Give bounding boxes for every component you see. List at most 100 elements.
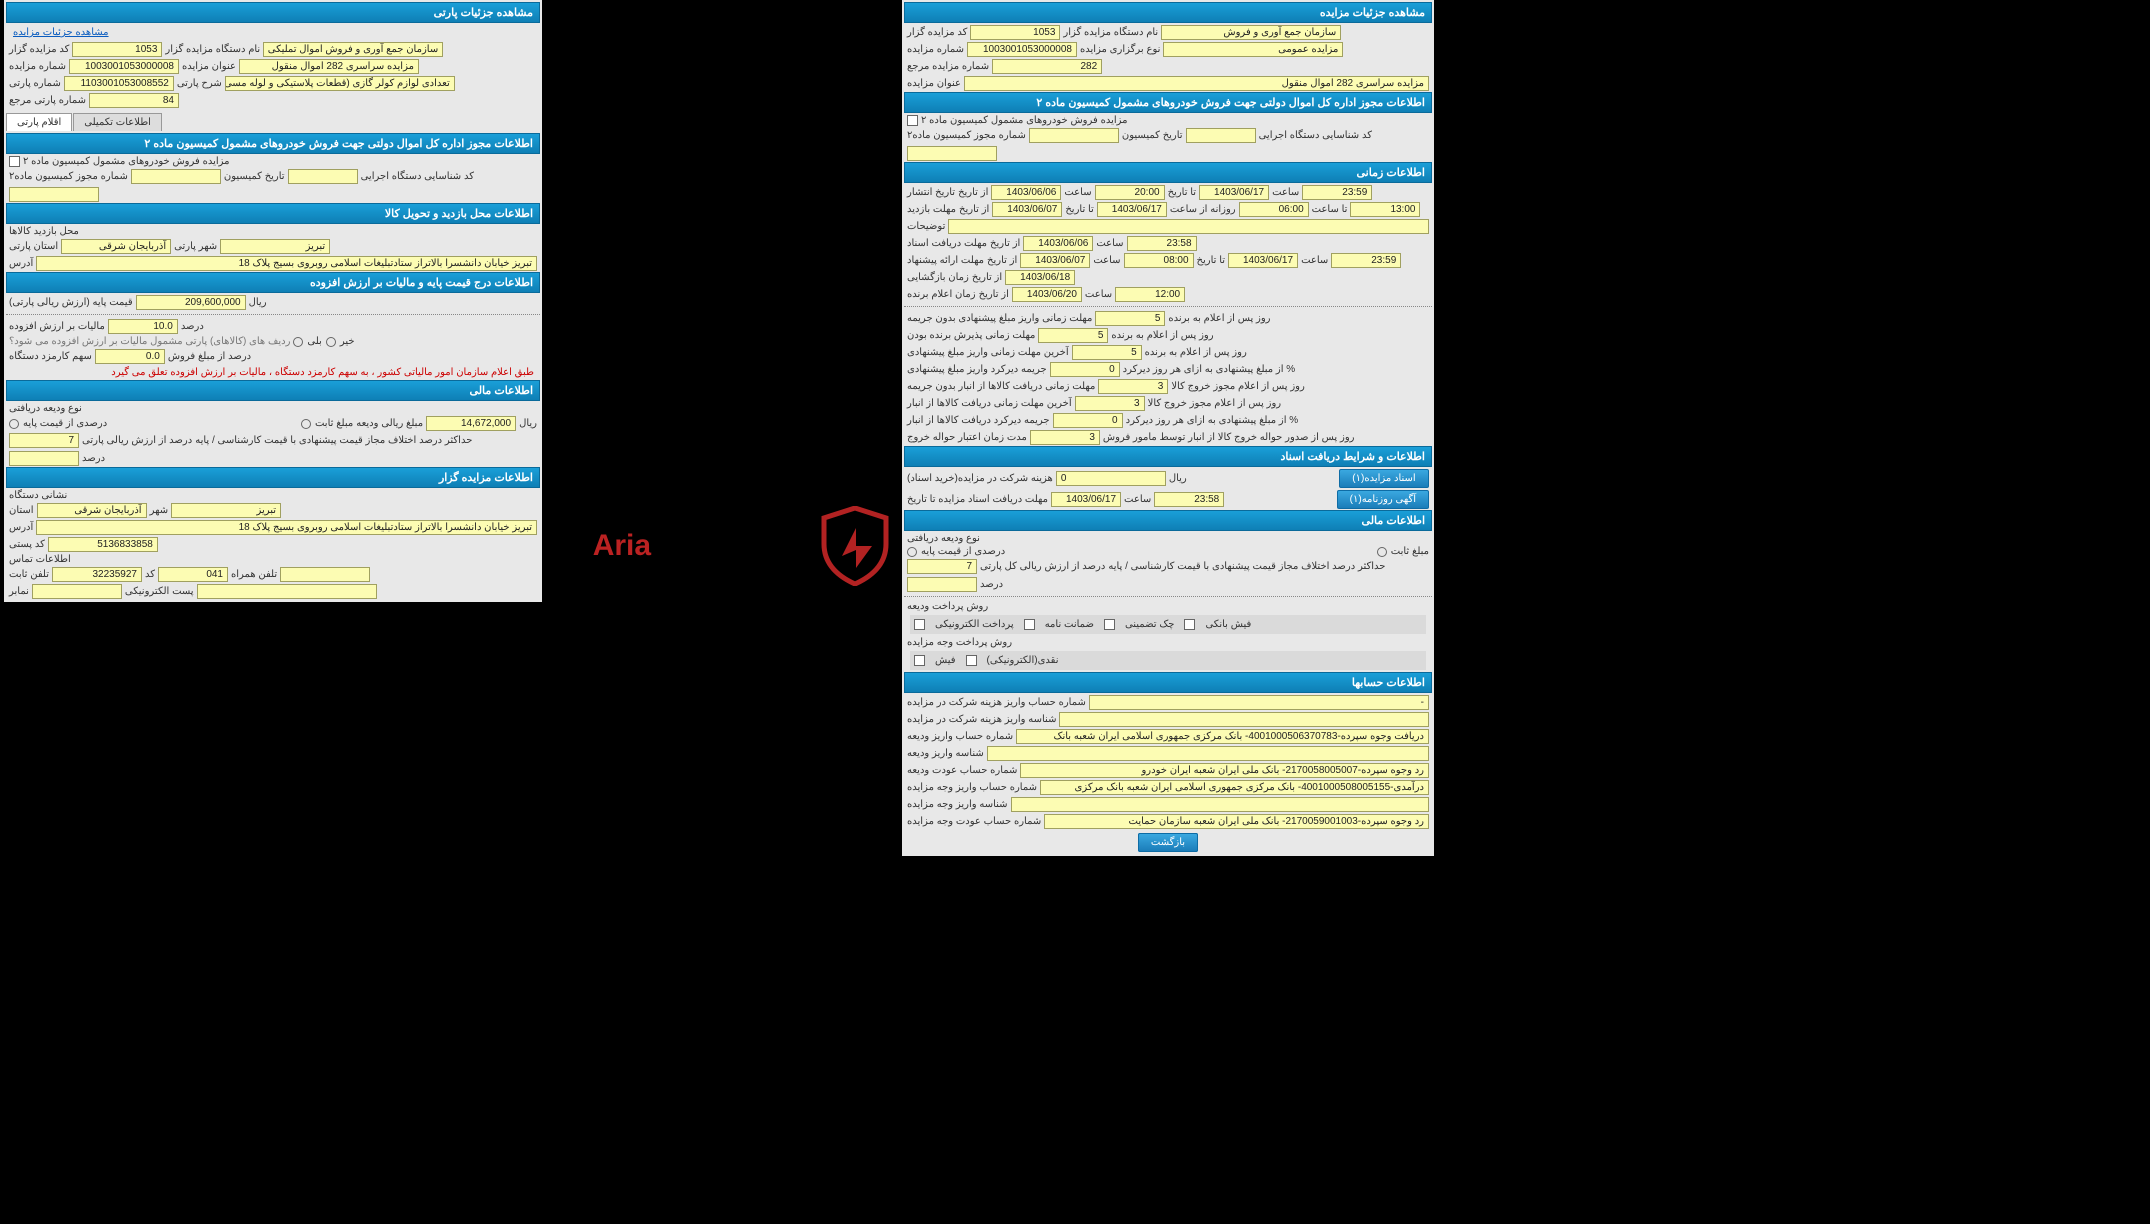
radio-pct-base-r[interactable]	[907, 547, 917, 557]
base-price-lbl: قیمت پایه (ارزش ریالی پارتی)	[9, 297, 133, 308]
commission-checkbox-r[interactable]	[907, 115, 918, 126]
org-address: تبریز خیابان دانشسرا بالاتراز ستادتبلیغا…	[36, 520, 537, 535]
commission-date	[288, 169, 358, 184]
header-commission-r: اطلاعات مجوز اداره کل اموال دولتی جهت فر…	[904, 92, 1432, 113]
header-docs-conditions: اطلاعات و شرایط دریافت اسناد	[904, 446, 1432, 467]
org-address-lbl: آدرس	[9, 522, 33, 533]
visit-daily-to: 13:00	[1350, 202, 1420, 217]
org-addr-lbl: نشانی دستگاه	[9, 490, 67, 501]
province-lbl: استان پارتی	[9, 241, 58, 252]
radio-fixed-r[interactable]	[1377, 547, 1387, 557]
address-lbl: آدرس	[9, 258, 33, 269]
pct-base-val: 7	[9, 433, 79, 448]
remarks-lbl: توضیحات	[907, 221, 945, 232]
offer-from-h: 08:00	[1124, 253, 1194, 268]
party-ref: 84	[89, 93, 179, 108]
auction-details-panel: مشاهده جزئیات مزایده کد مزایده گزار 1053…	[902, 0, 1434, 856]
vat-lbl: مالیات بر ارزش افزوده	[9, 321, 105, 332]
fax	[32, 584, 122, 599]
exec-id	[9, 187, 99, 202]
publish-to: 1403/06/17	[1199, 185, 1269, 200]
link-auction-details[interactable]: مشاهده جزئیات مزایده	[9, 25, 113, 40]
tel-code: 041	[158, 567, 228, 582]
max-diff-lbl: حداکثر درصد اختلاف مجاز قیمت پیشنهادی با…	[195, 435, 472, 446]
tab-party-items[interactable]: اقلام پارتی	[6, 113, 72, 131]
auction-number-lbl: شماره مزایده	[9, 61, 66, 72]
chk-epay[interactable]	[914, 619, 925, 630]
radio-pct-base[interactable]	[9, 419, 19, 429]
commission-date-lbl: تاریخ کمیسیون	[224, 171, 285, 182]
fee: 0.0	[95, 349, 165, 364]
btn-auction-docs[interactable]: اسناد مزایده(۱)	[1339, 469, 1429, 488]
email-lbl: پست الکترونیکی	[125, 586, 194, 597]
commission-chk-lbl: مزایده فروش خودروهای مشمول کمیسیون ماده …	[23, 156, 230, 167]
party-number: 1103001053008552	[64, 76, 174, 91]
publish-from-h: 20:00	[1095, 185, 1165, 200]
city-lbl: شهر پارتی	[174, 241, 217, 252]
winner-date: 1403/06/20	[1012, 287, 1082, 302]
deadline3: 5	[1072, 345, 1142, 360]
auction-org-lbl: نام دستگاه مزایده گزار	[1063, 27, 1158, 38]
party-desc-lbl: شرح پارتی	[177, 78, 222, 89]
rial-unit: ریال	[249, 297, 267, 308]
btn-back[interactable]: بازگشت	[1138, 833, 1198, 852]
mobile	[280, 567, 370, 582]
pickup-penalty: 0	[1053, 413, 1123, 428]
tel-lbl: تلفن ثابت	[9, 569, 49, 580]
commission-checkbox[interactable]	[9, 156, 20, 167]
radio-yes[interactable]	[293, 337, 303, 347]
deposit-amt: 14,672,000	[426, 416, 516, 431]
header-auctioneer-info: اطلاعات مزایده گزار	[6, 467, 540, 488]
btn-newspaper[interactable]: آگهی روزنامه(۱)	[1337, 490, 1429, 509]
auction-no-r: 1003001053000008	[967, 42, 1077, 57]
radio-fixed[interactable]	[301, 419, 311, 429]
logo-text: AriaTender.neT	[593, 529, 810, 563]
chk-fish[interactable]	[914, 655, 925, 666]
visit-from: 1403/06/07	[992, 202, 1062, 217]
contact-lbl: اطلاعات تماس	[9, 554, 71, 565]
org-city: تبریز	[171, 503, 281, 518]
auctioneer-code-lbl: کد مزایده گزار	[9, 44, 69, 55]
deposit-type-lbl: نوع ودیعه دریافتی	[9, 403, 82, 414]
tab-additional-info[interactable]: اطلاعات تکمیلی	[73, 113, 162, 131]
province: آذربایجان شرقی	[61, 239, 171, 254]
comm-no-r	[1029, 128, 1119, 143]
exec-id-r	[907, 146, 997, 161]
title-r-lbl: عنوان مزایده	[907, 78, 961, 89]
winner-lbl: زمان اعلام برنده	[907, 289, 976, 300]
vat: 10.0	[108, 319, 178, 334]
header-commission: اطلاعات مجوز اداره کل اموال دولتی جهت فر…	[6, 133, 540, 154]
publish-lbl: تاریخ انتشار	[907, 187, 955, 198]
header-price-vat: اطلاعات درج قیمت پایه و مالیات بر ارزش ا…	[6, 272, 540, 293]
docs-lbl: مهلت دریافت اسناد	[907, 238, 987, 249]
chk-cheque[interactable]	[1104, 619, 1115, 630]
tel: 32235927	[52, 567, 142, 582]
party-desc: تعدادی لوازم کولر گازی (قطعات پلاستیکی و…	[225, 76, 455, 91]
radio-no[interactable]	[326, 337, 336, 347]
docs-from: 1403/06/06	[1023, 236, 1093, 251]
fee-participate: 0	[1056, 471, 1166, 486]
party-details-panel: مشاهده جزئیات پارتی مشاهده جزئیات مزایده…	[4, 0, 542, 602]
fax-lbl: نمابر	[9, 586, 29, 597]
header-accounts: اطلاعات حسابها	[904, 672, 1432, 693]
auction-org: سازمان جمع آوری و فروش	[1161, 25, 1341, 40]
separator	[6, 314, 540, 315]
publish-to-h: 23:59	[1302, 185, 1372, 200]
pickup2: 3	[1075, 396, 1145, 411]
chk-guarantee[interactable]	[1024, 619, 1035, 630]
party-number-lbl: شماره پارتی	[9, 78, 61, 89]
winner-h: 12:00	[1115, 287, 1185, 302]
max-diff	[9, 451, 79, 466]
open-date: 1403/06/18	[1005, 270, 1075, 285]
auction-code: 1053	[970, 25, 1060, 40]
offer-lbl: مهلت ارائه پیشنهاد	[907, 255, 984, 266]
chk-cash[interactable]	[966, 655, 977, 666]
docs-from-h: 23:58	[1127, 236, 1197, 251]
address: تبریز خیابان دانشسرا بالاتراز ستادتبلیغا…	[36, 256, 537, 271]
docs-deadline-h: 23:58	[1154, 492, 1224, 507]
auctioneer-name: سازمان جمع آوری و فروش اموال تملیکی	[263, 42, 443, 57]
chk-bank[interactable]	[1184, 619, 1195, 630]
commission-no	[131, 169, 221, 184]
ref-no-r: 282	[992, 59, 1102, 74]
vat-radios: بلی خیر	[293, 336, 354, 347]
